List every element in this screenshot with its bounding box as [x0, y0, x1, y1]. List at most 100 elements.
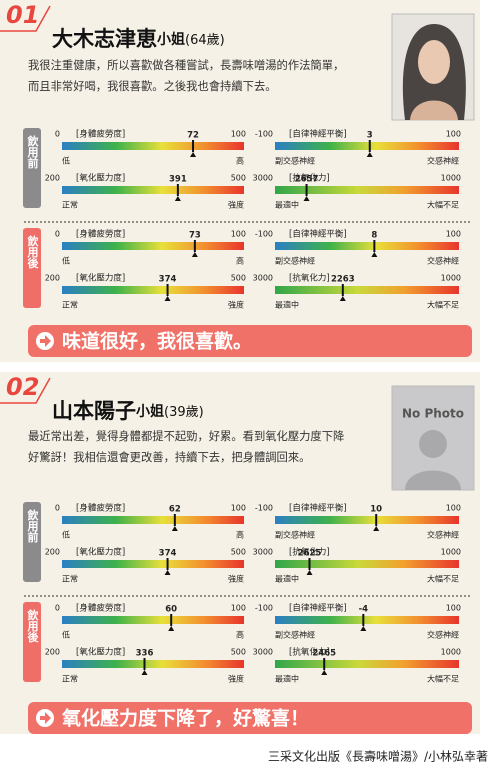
gauge-min: 3000 — [253, 174, 273, 183]
gauge-value: 2657 — [295, 175, 319, 185]
gauge-title: [抗氧化力] — [289, 173, 330, 184]
gauge-low: 最適中 — [275, 200, 299, 210]
gauge-bar — [275, 142, 459, 150]
gauge-pointer — [366, 152, 373, 157]
gauge-max: 100 — [231, 604, 246, 613]
gauge-min: 0 — [55, 504, 60, 513]
gauge-max: 100 — [446, 504, 461, 513]
gauge-value: 2465 — [312, 649, 336, 659]
gauge-pointer — [191, 252, 198, 257]
gauge-max: 500 — [231, 274, 246, 283]
gauge-low: 最適中 — [275, 674, 299, 684]
age: (64歲) — [185, 33, 225, 48]
gauge-high: 高 — [236, 256, 244, 266]
conclusion-text: 味道很好，我很喜歡。 — [62, 330, 252, 353]
gauge-value: 374 — [159, 275, 177, 285]
gauge-low: 最適中 — [275, 574, 299, 584]
gauge-max: 100 — [231, 504, 246, 513]
gauge-value: 62 — [169, 505, 181, 515]
photo-face — [418, 40, 450, 84]
gauge-max: 100 — [446, 230, 461, 239]
testimonial-line: 我很注重健康，所以喜歡做各種嘗試，長壽味噌湯的作法簡單， — [28, 58, 344, 72]
gauge-pointer — [303, 196, 310, 201]
testimonial-line: 好驚訝！我相信還會更改善，持續下去，把身體調回來。 — [28, 450, 310, 464]
gauge-bar — [62, 516, 244, 524]
gauge-bar — [62, 186, 244, 194]
gauge-low: 副交感神經 — [275, 256, 315, 266]
gauge-min: 200 — [45, 648, 60, 657]
gauge-value: 336 — [136, 649, 154, 659]
gauge-pointer — [306, 570, 313, 575]
gauge-pointer — [373, 526, 380, 531]
testimonial-line: 最近常出差，覺得身體都提不起勁，好累。看到氧化壓力度下降 — [28, 429, 344, 443]
gauge-low: 副交感神經 — [275, 630, 315, 640]
gauge-title: [自律神經平衡] — [289, 229, 347, 240]
gauge-min: 200 — [45, 174, 60, 183]
gauge-max: 500 — [231, 174, 246, 183]
gauge-high: 大幅不足 — [427, 300, 459, 310]
group-tab — [23, 228, 41, 308]
gauge-pointer — [164, 570, 171, 575]
gauge-low: 正常 — [62, 301, 78, 310]
gauge-high: 大幅不足 — [427, 574, 459, 584]
gauge-low: 低 — [62, 256, 70, 266]
gauge-bar — [275, 242, 459, 250]
gauge-high: 交感神經 — [427, 256, 459, 266]
person-name: 大木志津恵小姐(64歲) — [52, 27, 225, 51]
gauge-bar — [62, 242, 244, 250]
gauge-title: [抗氧化力] — [289, 547, 330, 558]
gauge-high: 大幅不足 — [427, 200, 459, 210]
name: 大木志津恵 — [52, 27, 157, 51]
gauge-pointer — [339, 296, 346, 301]
conclusion-banner — [28, 325, 472, 357]
gauge-bar — [275, 286, 459, 294]
gauge-min: -100 — [255, 604, 273, 613]
group-tab — [23, 502, 41, 582]
gauge-value: 10 — [370, 505, 382, 515]
gauge-high: 強度 — [228, 674, 244, 684]
name: 山本陽子 — [52, 399, 136, 423]
gauge-title: [抗氧化力] — [289, 273, 330, 284]
gauge-high: 高 — [236, 156, 244, 166]
gauge-max: 100 — [231, 230, 246, 239]
group-tab — [23, 128, 41, 208]
gauge-high: 交感神經 — [427, 530, 459, 540]
conclusion-text: 氧化壓力度下降了，好驚喜！ — [62, 707, 309, 730]
gauge-title: [自律神經平衡] — [289, 603, 347, 614]
gauge-max: 1000 — [441, 648, 461, 657]
gauge-bar — [275, 516, 459, 524]
age: (39歲) — [164, 405, 204, 420]
photo-body — [410, 100, 458, 120]
gauge-pointer — [371, 252, 378, 257]
arrow — [40, 335, 51, 347]
gauge-title: [身體疲勞度] — [76, 503, 125, 514]
gauge-title: [自律神經平衡] — [289, 129, 347, 140]
gauge-bar — [275, 560, 459, 568]
gauge-value: 3 — [367, 131, 373, 141]
gauge-title: [身體疲勞度] — [76, 603, 125, 614]
gauge-title: [氧化壓力度] — [76, 273, 125, 284]
number-underline — [0, 5, 51, 32]
arrow — [40, 712, 51, 724]
gauge-title: [自律神經平衡] — [289, 503, 347, 514]
gauge-value: 8 — [371, 231, 377, 241]
gauge-low: 最適中 — [275, 300, 299, 310]
gauge-value: 391 — [169, 175, 187, 185]
gauge-title: [氧化壓力度] — [76, 173, 125, 184]
person-name: 山本陽子小姐(39歲) — [52, 399, 204, 423]
gauge-high: 高 — [236, 530, 244, 540]
gauge-low: 低 — [62, 630, 70, 640]
gauge-min: -100 — [255, 230, 273, 239]
gauge-low: 副交感神經 — [275, 156, 315, 166]
gauge-bar — [62, 286, 244, 294]
gauge-high: 高 — [236, 630, 244, 640]
gauge-title: [身體疲勞度] — [76, 229, 125, 240]
section-number: 02 — [6, 373, 39, 401]
gauge-max: 100 — [231, 130, 246, 139]
gauge-max: 1000 — [441, 174, 461, 183]
gauge-min: 0 — [55, 604, 60, 613]
group-label: 飲用前 — [26, 134, 40, 169]
gauge-title: [氧化壓力度] — [76, 647, 125, 658]
gauge-low: 低 — [62, 530, 70, 540]
